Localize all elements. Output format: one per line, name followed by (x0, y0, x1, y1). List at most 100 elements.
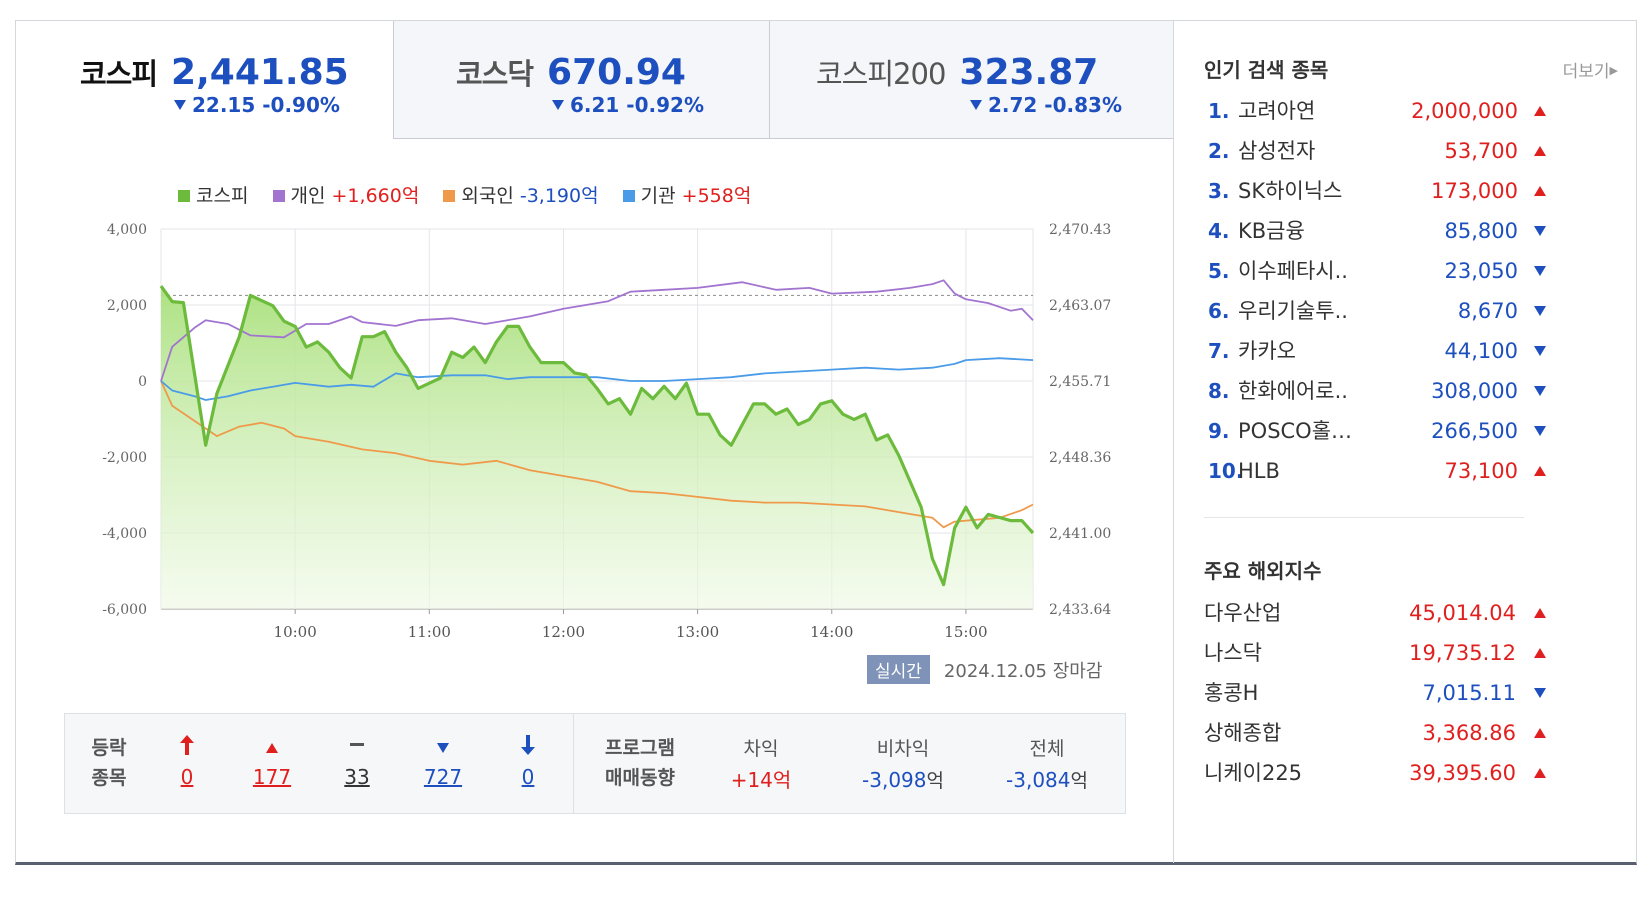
breadth-down[interactable]: 727 (413, 734, 473, 792)
market-breadth-box: 등락 종목 0 177 33 727 0 (64, 713, 1126, 814)
stock-name[interactable]: HLB (1238, 459, 1280, 483)
stock-name[interactable]: 우리기술투.. (1238, 299, 1348, 323)
down-triangle-icon (1534, 251, 1546, 291)
tab-kospi[interactable]: 코스피 2,441.85 22.15 -0.90% (16, 21, 393, 139)
up-triangle-icon (1534, 753, 1546, 793)
y-tick-label-right: 2,448.36 (1049, 450, 1111, 466)
up-triangle-icon (1534, 91, 1546, 131)
down-arrow-icon (552, 100, 564, 110)
down-triangle-icon (1534, 673, 1546, 713)
world-index-name[interactable]: 나스닥 (1204, 641, 1262, 665)
y-tick-label-left: -2,000 (102, 450, 147, 466)
stock-name[interactable]: 카카오 (1238, 339, 1296, 363)
world-index-value: 45,014.04 (1409, 601, 1516, 625)
list-item[interactable]: 4. KB금융 85,800 (1208, 211, 1546, 251)
y-tick-label-left: -4,000 (102, 526, 147, 542)
list-item[interactable]: 상해종합 3,368.86 (1204, 713, 1546, 753)
list-item[interactable]: 9. POSCO홀… 266,500 (1208, 411, 1546, 451)
stock-name[interactable]: 삼성전자 (1238, 139, 1316, 163)
list-item[interactable]: 다우산업 45,014.04 (1204, 593, 1546, 633)
down-triangle-icon (1534, 331, 1546, 371)
list-item[interactable]: 홍콩H 7,015.11 (1204, 673, 1546, 713)
world-index-name[interactable]: 다우산업 (1204, 601, 1282, 625)
x-tick-label: 14:00 (810, 623, 853, 641)
breadth-flat-count[interactable]: 33 (344, 765, 370, 789)
tab-kospi-value: 2,441.85 (171, 52, 349, 93)
program-arbitrage: 차익 +14억 (730, 738, 792, 792)
program-total-value: -3,084 (1006, 768, 1071, 792)
breadth-upper-limit-count[interactable]: 0 (180, 765, 194, 789)
intraday-chart: 4,000 2,470.43 2,000 2,463.07 0 2,455.71 -2,00… (102, 222, 1111, 641)
flat-dash-icon (327, 734, 387, 762)
realtime-date: 2024.12.05 (943, 661, 1047, 682)
stock-name[interactable]: SK하이닉스 (1238, 179, 1343, 203)
legend-foreign-value: -3,190억 (519, 185, 599, 207)
rank-number: 9. (1208, 419, 1230, 443)
program-total: 전체 -3,084억 (1006, 738, 1088, 792)
breadth-flat[interactable]: 33 (327, 734, 387, 792)
breadth-upper-limit[interactable]: 0 (157, 734, 217, 792)
stock-name[interactable]: KB금융 (1238, 219, 1305, 243)
stock-price: 85,800 (1444, 219, 1518, 243)
legend-swatch-foreign (443, 190, 456, 202)
x-tick-label: 10:00 (274, 623, 317, 641)
world-index-value: 3,368.86 (1422, 721, 1516, 745)
panel-divider (1204, 517, 1524, 518)
list-item[interactable]: 3. SK하이닉스 173,000 (1208, 171, 1546, 211)
index-tabs: 코스피 2,441.85 22.15 -0.90% 코스닥 670.94 6.21 … (16, 21, 1173, 139)
breadth-lower-limit[interactable]: 0 (498, 734, 558, 792)
y-tick-label-left: -6,000 (102, 602, 147, 618)
list-item[interactable]: 7. 카카오 44,100 (1208, 331, 1546, 371)
chart-line-layer (159, 279, 1035, 587)
stock-price: 8,670 (1457, 299, 1518, 323)
list-item[interactable]: 2. 삼성전자 53,700 (1208, 131, 1546, 171)
legend-individual: 개인 +1,660억 (272, 181, 419, 208)
stock-name[interactable]: 한화에어로.. (1238, 379, 1348, 403)
breadth-down-count[interactable]: 727 (423, 765, 463, 789)
list-item[interactable]: 니케이225 39,395.60 (1204, 753, 1546, 793)
list-item[interactable]: 6. 우리기술투.. 8,670 (1208, 291, 1546, 331)
world-index-name[interactable]: 홍콩H (1204, 681, 1259, 705)
world-index-name[interactable]: 상해종합 (1204, 721, 1282, 745)
legend-swatch-individual (272, 190, 285, 202)
y-tick-label-right: 2,463.07 (1049, 298, 1111, 314)
stock-price: 44,100 (1444, 339, 1518, 363)
world-index-name[interactable]: 니케이225 (1204, 761, 1303, 785)
y-tick-label-right: 2,441.00 (1049, 526, 1111, 542)
tab-kosdaq[interactable]: 코스닥 670.94 6.21 -0.92% (393, 21, 769, 139)
y-tick-label-right: 2,433.64 (1049, 602, 1111, 618)
breadth-up[interactable]: 177 (242, 734, 302, 792)
tab-kospi-name: 코스피 (80, 57, 158, 91)
world-index-list: 다우산업 45,014.04 나스닥 19,735.12 홍콩H 7,015.11 상해종합… (1204, 593, 1546, 793)
program-non-arbitrage-value: -3,098 (862, 768, 927, 792)
tab-kosdaq-name: 코스닥 (456, 57, 534, 91)
y-tick-label-right: 2,470.43 (1049, 222, 1111, 238)
breadth-up-count[interactable]: 177 (252, 765, 292, 789)
up-triangle-icon (1534, 633, 1546, 673)
market-status: 장마감 (1052, 661, 1103, 682)
list-item[interactable]: 10. HLB 73,100 (1208, 451, 1546, 491)
list-item[interactable]: 8. 한화에어로.. 308,000 (1208, 371, 1546, 411)
stock-name[interactable]: POSCO홀… (1238, 419, 1353, 443)
popular-list: 1. 고려아연 2,000,000 2. 삼성전자 53,700 3. SK하이닉스 173,0… (1208, 91, 1546, 491)
stock-price: 73,100 (1444, 459, 1518, 483)
list-item[interactable]: 5. 이수페타시.. 23,050 (1208, 251, 1546, 291)
world-title: 주요 해외지수 (1204, 559, 1322, 583)
right-panel: 인기 검색 종목 더보기▶ 1. 고려아연 2,000,000 2. 삼성전자 53,70… (1174, 21, 1636, 863)
list-item[interactable]: 나스닥 19,735.12 (1204, 633, 1546, 673)
stock-name[interactable]: 이수페타시.. (1238, 259, 1348, 283)
stock-name[interactable]: 고려아연 (1238, 99, 1316, 123)
more-link[interactable]: 더보기▶ (1562, 62, 1618, 82)
down-triangle-icon (1534, 371, 1546, 411)
tab-kospi200[interactable]: 코스피200 323.87 2.72 -0.83% (769, 21, 1173, 139)
world-index-value: 39,395.60 (1409, 761, 1516, 785)
up-triangle-icon (1534, 131, 1546, 171)
individual-series-line (160, 279, 1034, 382)
list-item[interactable]: 1. 고려아연 2,000,000 (1208, 91, 1546, 131)
tab-kosdaq-value: 670.94 (547, 52, 686, 93)
y-tick-label-right: 2,455.71 (1049, 374, 1111, 390)
breadth-lower-limit-count[interactable]: 0 (521, 765, 535, 789)
rank-number: 6. (1208, 299, 1230, 323)
rank-number: 2. (1208, 139, 1230, 163)
tab-kospi200-name: 코스피200 (816, 57, 946, 91)
